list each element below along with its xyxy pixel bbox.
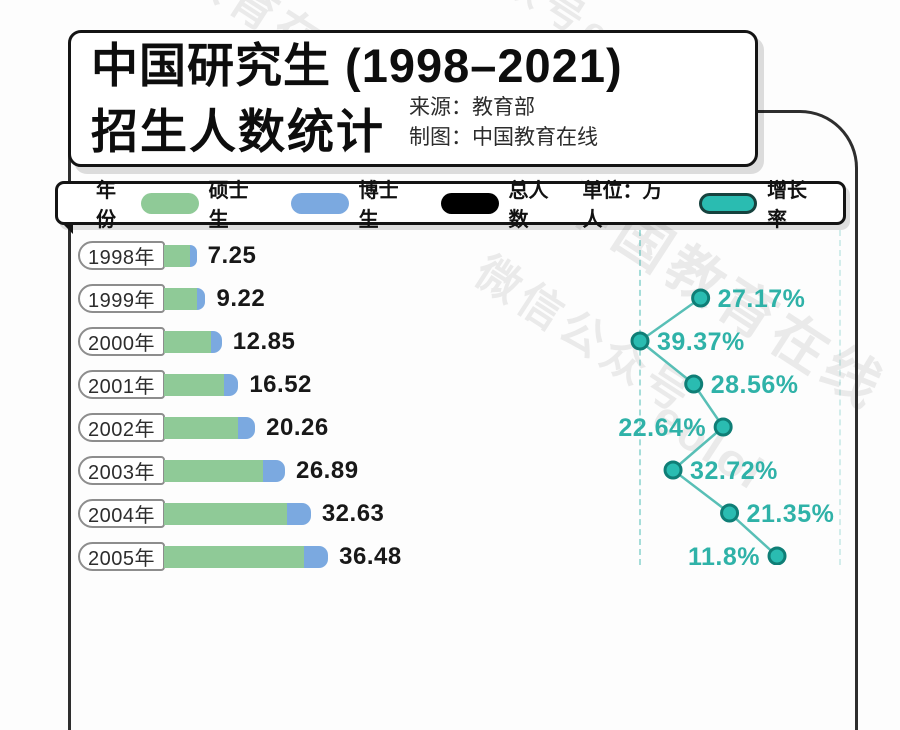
growth-rate-line-chart: 27.17% 39.37% 28.56%22.64% 32.72% 21.35% 11.8…	[618, 285, 835, 565]
year-pill: 2004年	[78, 499, 165, 528]
page-title-line2: 招生人数统计	[91, 104, 385, 158]
phd-segment	[237, 416, 256, 439]
phd-segment	[303, 545, 329, 568]
year-pill: 2000年	[78, 327, 165, 356]
legend-unit-label: 单位：万人	[582, 180, 663, 231]
year-pill: 2001年	[78, 370, 165, 399]
total-swatch	[440, 192, 499, 214]
year-pill: 2003年	[78, 456, 165, 485]
year-pill: 2002年	[78, 413, 165, 442]
growth-point	[684, 374, 704, 394]
growth-swatch	[699, 192, 758, 214]
total-value-label: 20.26	[266, 413, 329, 441]
growth-value-label: 11.8%	[688, 543, 760, 565]
phd-segment	[286, 502, 311, 525]
masters-segment	[164, 330, 211, 353]
title-box: 中国研究生 (1998–2021) 招生人数统计 来源：教育部 制图：中国教育在…	[68, 30, 758, 167]
infographic-root: { "title": { "line1": "中国研究生 (1998–2021)…	[55, 0, 897, 730]
credit-line: 制图：中国教育在线	[409, 126, 598, 150]
masters-segment	[164, 244, 190, 267]
total-value-label: 16.52	[249, 370, 312, 398]
enrollment-bar	[164, 459, 285, 482]
total-value-label: 26.89	[295, 456, 359, 484]
phd-segment	[189, 244, 197, 267]
masters-segment	[164, 287, 197, 310]
growth-value-label: 39.37%	[657, 328, 745, 356]
enrollment-bar	[164, 545, 329, 568]
growth-point	[663, 460, 683, 480]
growth-value-label: 27.17%	[718, 285, 806, 313]
legend-phd-label: 博士生	[358, 180, 399, 231]
legend-growth-label: 增长率	[767, 180, 808, 231]
masters-segment	[164, 373, 224, 396]
enrollment-bar	[164, 502, 311, 525]
phd-segment	[263, 459, 285, 482]
page-title: 中国研究生 (1998–2021)	[91, 39, 623, 92]
growth-point	[720, 503, 740, 523]
year-pill: 1999年	[78, 284, 165, 313]
year-pill: 2005年	[78, 542, 165, 571]
enrollment-bar	[164, 287, 206, 310]
growth-point	[691, 288, 711, 308]
masters-swatch	[140, 192, 199, 214]
enrollment-bar	[164, 244, 197, 267]
phd-segment	[210, 330, 222, 353]
total-value-label: 9.22	[216, 284, 266, 312]
total-value-label: 12.85	[232, 327, 296, 355]
growth-point	[713, 417, 733, 437]
growth-axis-guide-right	[839, 230, 841, 565]
total-value-label: 32.63	[321, 499, 385, 527]
legend-masters-label: 硕士生	[208, 180, 249, 231]
year-row: 2001年 16.52	[78, 370, 312, 399]
year-pill: 1998年	[78, 241, 165, 270]
year-row: 1998年 7.25	[78, 241, 256, 270]
masters-segment	[164, 416, 238, 439]
legend-total-label: 总人数	[508, 180, 549, 231]
year-row: 2000年 12.85	[78, 327, 295, 356]
enrollment-bar	[164, 416, 256, 439]
year-row: 1999年 9.22	[78, 284, 265, 313]
masters-segment	[164, 545, 304, 568]
growth-axis-guide-left	[639, 230, 641, 565]
enrollment-bar	[164, 373, 239, 396]
growth-value-label: 21.35%	[747, 500, 835, 528]
phd-segment	[223, 373, 239, 396]
growth-value-label: 28.56%	[711, 371, 799, 399]
total-value-label: 7.25	[207, 241, 257, 269]
growth-value-label: 32.72%	[690, 457, 778, 485]
masters-segment	[164, 459, 264, 482]
phd-swatch	[290, 192, 349, 214]
legend-bar: 年份 硕士生 博士生 总人数 单位：万人 增长率	[55, 180, 846, 231]
source-line: 来源：教育部	[409, 95, 535, 119]
total-value-label: 36.48	[339, 542, 402, 570]
source-block: 来源：教育部 制图：中国教育在线	[409, 93, 598, 158]
year-row: 2005年 36.48	[78, 542, 402, 571]
year-row: 2004年 32.63	[78, 499, 384, 528]
growth-point	[767, 546, 787, 565]
growth-value-label: 22.64%	[618, 414, 706, 442]
enrollment-bar	[164, 330, 222, 353]
masters-segment	[164, 502, 287, 525]
growth-point	[630, 331, 650, 351]
legend-year-label: 年份	[96, 180, 116, 231]
year-row: 2002年 20.26	[78, 413, 329, 442]
phd-segment	[196, 287, 206, 310]
year-row: 2003年 26.89	[78, 456, 359, 485]
